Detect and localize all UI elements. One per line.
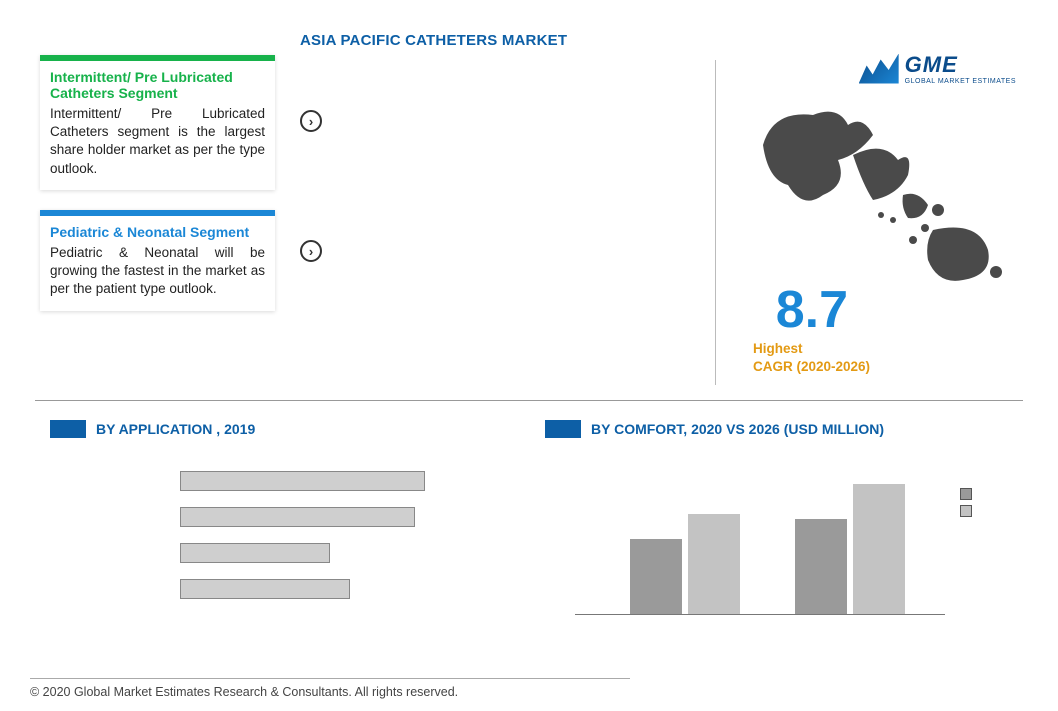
cagr-line2: CAGR (2020-2026) bbox=[753, 359, 870, 374]
asia-pacific-map bbox=[753, 100, 1008, 290]
vbar-2020 bbox=[630, 539, 682, 614]
legend-row bbox=[960, 505, 978, 517]
card-title: Intermittent/ Pre Lubricated Catheters S… bbox=[50, 69, 265, 101]
vbar-group bbox=[625, 514, 745, 614]
cagr-label: Highest CAGR (2020-2026) bbox=[753, 340, 903, 375]
card-body: Intermittent/ Pre Lubricated Catheters s… bbox=[50, 105, 265, 178]
legend-swatch bbox=[960, 488, 972, 500]
vbar-group bbox=[790, 484, 910, 614]
card-pediatric: Pediatric & Neonatal Segment Pediatric &… bbox=[40, 210, 275, 311]
logo-text: GME bbox=[905, 52, 1016, 78]
legend-row bbox=[960, 488, 978, 500]
vbar-2026 bbox=[853, 484, 905, 614]
hbar bbox=[180, 579, 350, 599]
comfort-vbar-chart bbox=[575, 450, 945, 615]
chevron-right-icon: › bbox=[300, 240, 322, 262]
vbar-2020 bbox=[795, 519, 847, 614]
vbar-2026 bbox=[688, 514, 740, 614]
comfort-legend bbox=[960, 483, 978, 522]
page-title: ASIA PACIFIC CATHETERS MARKET bbox=[300, 32, 567, 49]
logo-text-wrap: GME GLOBAL MARKET ESTIMATES bbox=[905, 52, 1016, 85]
hbar bbox=[180, 507, 415, 527]
section-title-application: BY APPLICATION , 2019 bbox=[50, 420, 255, 438]
legend-swatch bbox=[960, 505, 972, 517]
cagr-number: 8.7 bbox=[776, 280, 848, 340]
card-body: Pediatric & Neonatal will be growing the… bbox=[50, 244, 265, 299]
cagr-line1: Highest bbox=[753, 341, 803, 356]
hbar bbox=[180, 543, 330, 563]
card-intermittent: Intermittent/ Pre Lubricated Catheters S… bbox=[40, 55, 275, 190]
vertical-divider bbox=[715, 60, 716, 385]
hbar bbox=[180, 471, 425, 491]
horizontal-divider bbox=[35, 400, 1023, 401]
logo-icon bbox=[859, 54, 899, 84]
section-title-comfort: BY COMFORT, 2020 VS 2026 (USD MILLION) bbox=[545, 420, 884, 438]
copyright-footer: © 2020 Global Market Estimates Research … bbox=[30, 678, 630, 699]
card-title: Pediatric & Neonatal Segment bbox=[50, 224, 265, 240]
chevron-right-icon: › bbox=[300, 110, 322, 132]
brand-logo: GME GLOBAL MARKET ESTIMATES bbox=[859, 52, 1016, 85]
logo-subtext: GLOBAL MARKET ESTIMATES bbox=[905, 78, 1016, 85]
application-hbar-chart bbox=[180, 455, 500, 615]
